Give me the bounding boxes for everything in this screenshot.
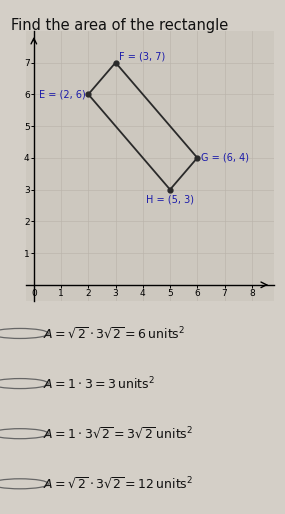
- Text: G = (6, 4): G = (6, 4): [201, 153, 249, 163]
- Text: $A = 1 \cdot 3 = 3\,\mathrm{units}^2$: $A = 1 \cdot 3 = 3\,\mathrm{units}^2$: [43, 375, 155, 392]
- Text: F = (3, 7): F = (3, 7): [119, 52, 165, 62]
- Text: E = (2, 6): E = (2, 6): [39, 89, 86, 99]
- Text: Find the area of the rectangle: Find the area of the rectangle: [11, 18, 229, 33]
- Text: H = (5, 3): H = (5, 3): [146, 195, 194, 205]
- Text: $A = 1 \cdot 3\sqrt{2} = 3\sqrt{2}\,\mathrm{units}^2$: $A = 1 \cdot 3\sqrt{2} = 3\sqrt{2}\,\mat…: [43, 426, 193, 442]
- Text: $A = \sqrt{2} \cdot 3\sqrt{2} = 12\,\mathrm{units}^2$: $A = \sqrt{2} \cdot 3\sqrt{2} = 12\,\mat…: [43, 476, 193, 491]
- Text: $A = \sqrt{2} \cdot 3\sqrt{2} = 6\,\mathrm{units}^2$: $A = \sqrt{2} \cdot 3\sqrt{2} = 6\,\math…: [43, 326, 185, 341]
